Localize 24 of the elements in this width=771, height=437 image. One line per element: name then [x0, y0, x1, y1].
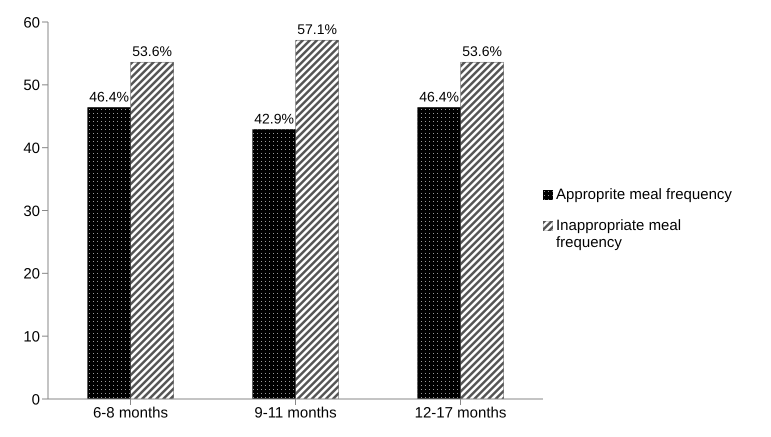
y-tick-label: 40 — [23, 140, 40, 157]
bar — [130, 62, 174, 399]
x-tick-label: 12-17 months — [414, 404, 506, 422]
x-tick-label: 6-8 months — [92, 404, 168, 422]
bar — [87, 107, 131, 399]
y-tick-label: 50 — [23, 77, 40, 94]
data-label: 57.1% — [297, 21, 337, 38]
bar — [460, 62, 504, 399]
x-tick-label: 9-11 months — [254, 404, 337, 422]
y-tick-label: 30 — [23, 202, 40, 220]
data-label: 53.6% — [462, 43, 502, 60]
y-tick-label: 60 — [23, 14, 40, 32]
y-tick-label: 0 — [32, 391, 40, 408]
y-tick-label: 10 — [23, 328, 40, 346]
legend-label: Inappropriate meal frequency — [556, 217, 682, 251]
data-label: 53.6% — [132, 43, 172, 60]
bar — [295, 40, 339, 399]
bar — [417, 107, 461, 399]
data-label: 46.4% — [419, 88, 459, 104]
data-label: 46.4% — [89, 88, 129, 104]
data-label: 42.9% — [254, 110, 294, 126]
bar — [252, 129, 296, 399]
legend-label: Approprite meal frequency — [556, 186, 732, 203]
y-tick-label: 20 — [23, 266, 40, 283]
